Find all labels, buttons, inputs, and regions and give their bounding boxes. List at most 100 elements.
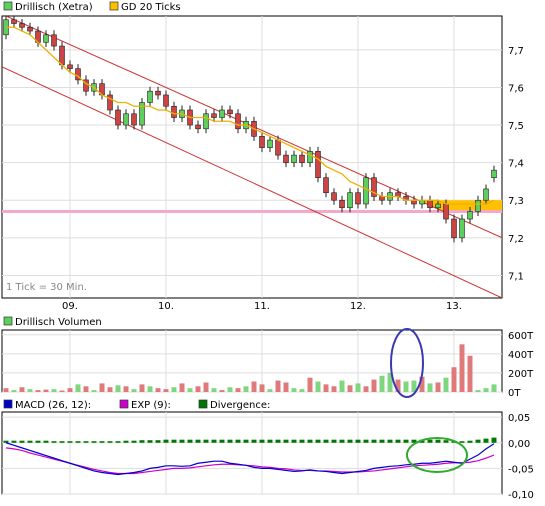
- divergence-bar: [75, 441, 81, 443]
- candle: [19, 23, 25, 28]
- divergence-bar: [299, 439, 305, 443]
- candle: [339, 199, 345, 209]
- volume-bar: [107, 387, 113, 392]
- divergence-bar: [99, 441, 105, 443]
- volume-legend: Drillisch Volumen: [3, 316, 102, 328]
- candle: [371, 177, 377, 197]
- divergence-bar: [267, 439, 273, 443]
- divergence-bar: [235, 439, 241, 443]
- candle: [131, 113, 137, 126]
- volume-bar: [395, 379, 401, 392]
- divergence-bar: [43, 440, 49, 443]
- volume-bar: [203, 382, 209, 392]
- legend-exp-label: EXP (9):: [131, 400, 171, 411]
- volume-bar: [283, 382, 289, 392]
- volume-bar: [443, 377, 449, 392]
- candle: [483, 188, 489, 201]
- volume-bar: [355, 383, 361, 392]
- legend-sma-label: GD 20 Ticks: [121, 2, 181, 13]
- divergence-bar: [291, 439, 297, 443]
- price-y-tick-label: 7,3: [508, 196, 524, 207]
- volume-bar: [419, 376, 425, 392]
- volume-bar: [347, 385, 353, 392]
- macd-frame: [1, 411, 503, 495]
- legend-swatch-macd: [3, 399, 13, 409]
- divergence-bar: [483, 438, 489, 443]
- volume-bar: [115, 385, 121, 392]
- divergence-bar: [131, 440, 137, 443]
- divergence-bar: [411, 439, 417, 443]
- divergence-bar: [35, 440, 41, 443]
- legend-price-label: Drillisch (Xetra): [15, 2, 93, 13]
- candle: [43, 34, 49, 43]
- volume-bar: [451, 367, 457, 392]
- divergence-bar: [3, 440, 9, 443]
- candle: [475, 199, 481, 212]
- volume-bar: [3, 388, 9, 392]
- price-frame: [1, 15, 503, 299]
- volume-bar: [51, 389, 57, 392]
- candle: [259, 136, 265, 148]
- divergence-bar: [387, 439, 393, 443]
- volume-bar: [27, 389, 33, 392]
- macd-annotation-ellipse: [406, 437, 468, 473]
- divergence-bar: [275, 439, 281, 443]
- candle: [491, 169, 497, 178]
- volume-bar: [123, 386, 129, 392]
- divergence-bar: [443, 440, 449, 443]
- divergence-bar: [331, 439, 337, 443]
- divergence-bar: [475, 439, 481, 443]
- divergence-bar: [459, 441, 465, 443]
- candle: [443, 203, 449, 220]
- price-x-tick-label: 09.: [62, 301, 78, 312]
- price-x-tick-label: 10.: [158, 301, 174, 312]
- volume-bar: [483, 388, 489, 392]
- legend-swatch-divergence: [198, 399, 208, 409]
- candle: [59, 45, 65, 66]
- divergence-bar: [203, 439, 209, 443]
- candle: [115, 109, 121, 126]
- legend-volume-label: Drillisch Volumen: [15, 317, 102, 328]
- volume-bar: [307, 377, 313, 392]
- volume-bar: [291, 388, 297, 392]
- candle: [291, 154, 297, 163]
- volume-bar: [187, 388, 193, 392]
- price-y-tick-label: 7,5: [508, 121, 524, 132]
- volume-bar: [315, 381, 321, 392]
- volume-y-tick-label: 600T: [508, 331, 534, 342]
- divergence-bar: [67, 441, 73, 443]
- divergence-bar: [147, 440, 153, 443]
- volume-bar: [171, 387, 177, 392]
- volume-bar: [243, 386, 249, 392]
- volume-bar: [475, 390, 481, 392]
- divergence-bar: [211, 439, 217, 443]
- volume-bar: [235, 388, 241, 392]
- candle: [323, 177, 329, 194]
- volume-y-axis: 600T 400T 200T 0T: [508, 331, 534, 399]
- candles-group: [3, 16, 497, 243]
- volume-bar: [251, 381, 257, 392]
- divergence-bar: [339, 439, 345, 443]
- divergence-bar: [491, 437, 497, 443]
- volume-bar: [403, 381, 409, 392]
- tick-note: 1 Tick = 30 Min.: [6, 282, 87, 293]
- price-x-tick-label: 13.: [446, 301, 462, 312]
- candle: [315, 151, 321, 178]
- candle: [211, 113, 217, 118]
- volume-bar: [155, 388, 161, 392]
- macd-y-tick-label: 0,05: [508, 413, 530, 424]
- divergence-bars: [3, 437, 497, 443]
- volume-bar: [131, 389, 137, 392]
- price-y-tick-label: 7,2: [508, 234, 524, 245]
- candle: [467, 211, 473, 220]
- sma-line: [6, 26, 495, 205]
- candle: [347, 192, 353, 209]
- volume-bar: [331, 386, 337, 392]
- divergence-bar: [107, 441, 113, 443]
- volume-y-tick-label: 0T: [508, 388, 521, 399]
- candle: [283, 154, 289, 163]
- macd-y-tick-label: 0,00: [508, 439, 530, 450]
- volume-bar: [387, 372, 393, 392]
- legend-swatch-green: [3, 1, 13, 11]
- volume-bar: [427, 383, 433, 392]
